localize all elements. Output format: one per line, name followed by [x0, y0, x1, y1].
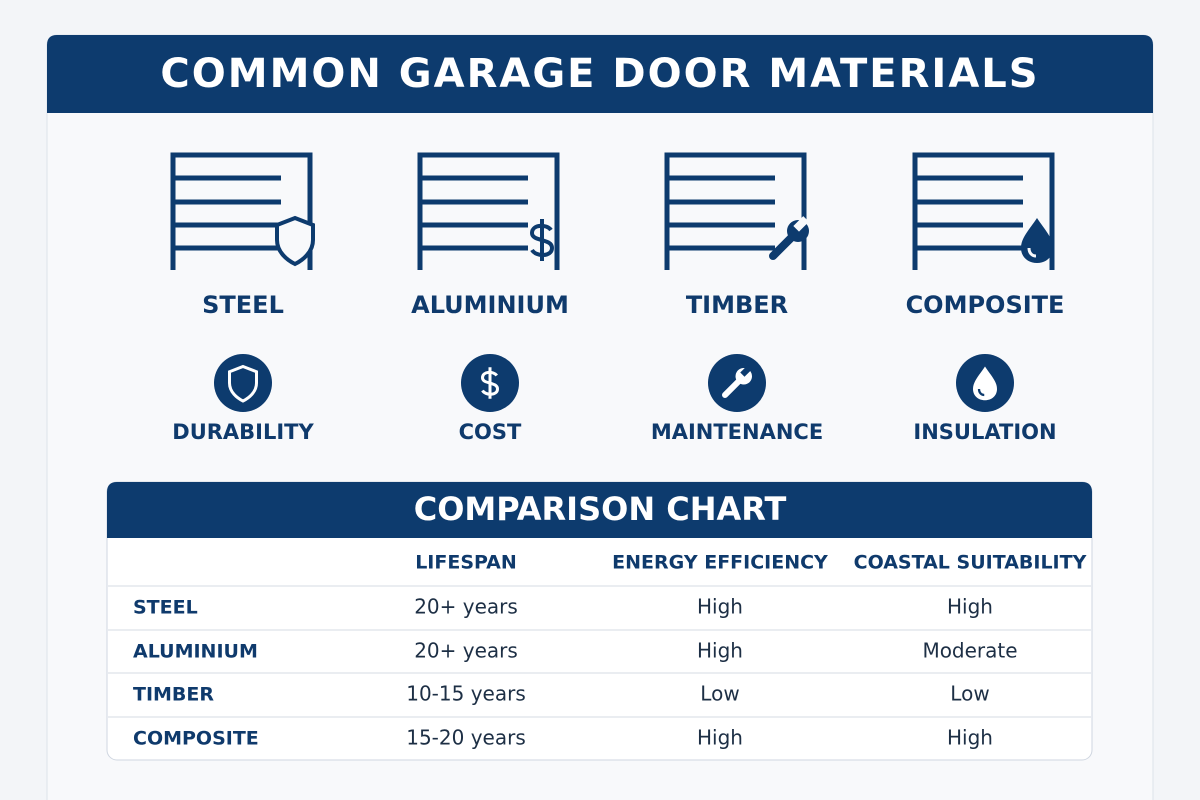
factor-glyph	[722, 365, 752, 398]
factor-glyph	[480, 367, 500, 399]
row-label: STEEL	[133, 597, 198, 619]
dollar-glyph	[480, 367, 500, 399]
material-label: COMPOSITE	[906, 291, 1065, 319]
table-cell: High	[697, 639, 743, 663]
door-badge	[275, 215, 315, 267]
row-label: TIMBER	[133, 684, 214, 706]
door-icon	[912, 152, 1055, 270]
table-cell: Low	[950, 682, 989, 706]
column-header: LIFESPAN	[415, 552, 517, 574]
door-badge	[769, 216, 809, 260]
table-title: COMPARISON CHART	[414, 490, 787, 528]
table-cell: High	[947, 595, 993, 619]
material-label: TIMBER	[686, 291, 788, 319]
drop-shine	[977, 388, 985, 397]
table-cell: High	[697, 595, 743, 619]
table-cell: 20+ years	[414, 639, 518, 663]
drop-shine	[1027, 247, 1037, 258]
table-cell: High	[947, 726, 993, 750]
row-label: COMPOSITE	[133, 728, 259, 750]
factor-label: DURABILITY	[172, 420, 314, 444]
door-badge	[529, 219, 555, 261]
table-cell: 10-15 years	[406, 682, 526, 706]
table: LIFESPAN ENERGY EFFICIENCY COASTAL SUITABI…	[108, 552, 1091, 750]
table-header-bar	[107, 482, 1092, 538]
factor-label: MAINTENANCE	[651, 420, 823, 444]
shield-glyph	[275, 215, 315, 267]
factor-glyph	[228, 364, 258, 403]
wrench-notch	[740, 365, 752, 377]
factor-glyph	[973, 366, 997, 401]
icons: STEEL DURABILITY ALUMINIUM COST TIMBER MAINTE…	[170, 152, 1065, 444]
factor-label: INSULATION	[913, 420, 1056, 444]
factor-label: COST	[459, 420, 522, 444]
column-header: ENERGY EFFICIENCY	[612, 552, 828, 574]
table-cell: Low	[700, 682, 739, 706]
material-label: STEEL	[202, 291, 284, 319]
header-bar	[47, 35, 1153, 113]
table-cell: 20+ years	[414, 595, 518, 619]
row-label: ALUMINIUM	[133, 641, 258, 663]
wrench-notch	[793, 216, 809, 232]
dollar-glyph	[529, 219, 555, 261]
door-icon	[664, 152, 807, 270]
shield-glyph	[228, 364, 258, 403]
column-header: COASTAL SUITABILITY	[854, 552, 1087, 574]
door-icon	[170, 152, 313, 270]
table-cell: 15-20 years	[406, 726, 526, 750]
door-icon	[417, 152, 560, 270]
table-cell: High	[697, 726, 743, 750]
material-label: ALUMINIUM	[411, 291, 569, 319]
header-title: COMMON GARAGE DOOR MATERIALS	[160, 51, 1039, 97]
table-cell: Moderate	[922, 639, 1017, 663]
door-badge	[1021, 218, 1053, 263]
